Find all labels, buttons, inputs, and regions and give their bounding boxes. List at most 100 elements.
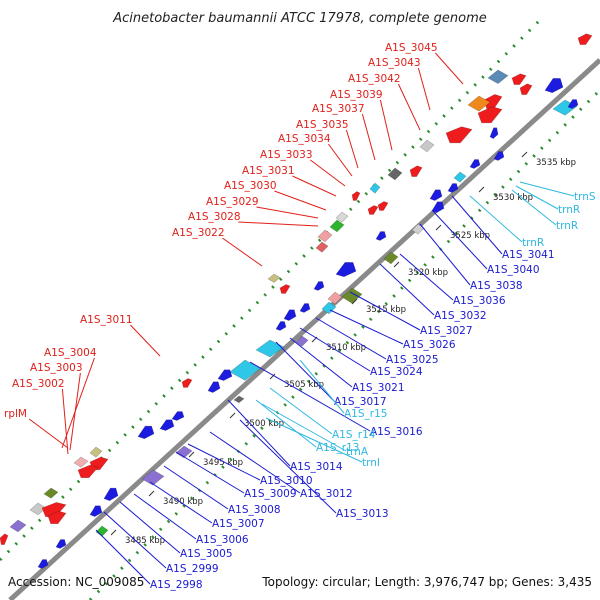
reverse-gene-arrow (137, 425, 155, 440)
reverse-gene-label: A1S_3006 (196, 534, 249, 546)
rna-label-leader (269, 387, 333, 435)
tick-label: 3490 kbp (163, 497, 203, 507)
reverse-gene-label: A1S_3027 (420, 325, 473, 337)
forward-gene-arrow (367, 205, 379, 215)
forward-label-leader (292, 175, 337, 197)
reverse-gene-label: A1S_2999 (166, 563, 219, 575)
reverse-gene-label: A1S_3040 (487, 264, 540, 276)
tick-label: 3485 kbp (125, 536, 165, 546)
reverse-gene-arrow (217, 369, 233, 381)
tick-marks: 3485 kbp 3490 kbp 3495 kbp 3500 kbp 3505 kbp… (110, 151, 576, 546)
rna-gene-label: trnR (556, 220, 578, 232)
forward-gene-arrow (445, 126, 473, 144)
forward-label-leader (222, 237, 263, 267)
forward-label-leader (435, 52, 464, 85)
forward-label-leader (61, 388, 69, 455)
forward-gene-label: A1S_3002 (12, 378, 65, 390)
reverse-label-leader (349, 291, 421, 331)
reverse-gene-box (327, 291, 343, 305)
forward-gene-arrow (47, 510, 67, 525)
forward-gene-box (467, 95, 491, 112)
rna-gene-labels: trnStrnRtrnRtrnRA1S_r15A1S_r14A1S_r13trn… (255, 181, 596, 469)
reverse-gene-label: A1S_3009 (244, 488, 297, 500)
tick-mark (435, 224, 442, 231)
tick-mark (229, 412, 236, 419)
tick-mark (148, 490, 155, 497)
reverse-label-leader (379, 263, 435, 316)
reverse-label-leader (329, 309, 404, 345)
reverse-gene-arrow (171, 411, 185, 421)
forward-gene-arrow (577, 33, 593, 45)
forward-label-leader (28, 418, 69, 449)
forward-label-leader (397, 83, 421, 131)
reverse-label-leader (419, 223, 471, 286)
forward-gene-label: A1S_3037 (312, 103, 365, 115)
genome-backbone (8, 58, 600, 600)
tick-label: 3535 kbp (536, 158, 576, 168)
tick-mark (269, 373, 276, 380)
forward-label-leader (274, 190, 327, 211)
forward-label-leader (345, 129, 359, 169)
forward-gene-arrow (279, 284, 291, 294)
forward-gene-arrow (519, 83, 533, 95)
rna-label-leader (469, 195, 523, 243)
reverse-gene-arrow (375, 231, 387, 241)
forward-gene-box (387, 167, 403, 181)
forward-label-leader (310, 159, 346, 187)
forward-gene-label: A1S_3042 (348, 73, 401, 85)
tick-label: 3500 kbp (244, 419, 284, 429)
forward-gene-box (329, 219, 345, 233)
rna-label-leader (265, 417, 363, 463)
reverse-gene-labels: A1S_3041 A1S_3040 A1S_3038 A1S_3036 A1S_3032… (95, 195, 555, 591)
reverse-gene-box (321, 301, 337, 315)
forward-gene-box (73, 456, 89, 468)
reverse-gene-arrow (447, 183, 459, 193)
tick-mark (188, 451, 195, 458)
reverse-gene-arrow (544, 78, 564, 94)
reverse-gene-box (453, 171, 467, 183)
reverse-gene-arrow (103, 487, 119, 502)
forward-gene-box (369, 182, 381, 194)
reverse-gene-arrow (55, 539, 67, 549)
reverse-gene-arrow (313, 281, 325, 291)
gene-features (0, 33, 593, 569)
reverse-gene-label: A1S_3010 (260, 475, 313, 487)
forward-gene-label: A1S_3011 (80, 314, 133, 326)
reverse-gene-arrow (429, 189, 443, 201)
forward-gene-box (419, 139, 435, 153)
reverse-gene-label: A1S_3008 (228, 504, 281, 516)
forward-gene-label: A1S_3031 (242, 165, 295, 177)
reverse-gene-label: A1S_3036 (453, 295, 506, 307)
reverse-label-leader (275, 341, 335, 402)
rna-label-leader (299, 359, 345, 414)
rna-label-leader (511, 189, 557, 226)
reverse-gene-label: A1S_3014 (290, 461, 343, 473)
forward-gene-box (267, 273, 281, 283)
rna-gene-label: trnI (362, 457, 380, 469)
rna-label-leader (519, 181, 575, 197)
forward-gene-label: A1S_3028 (188, 211, 241, 223)
rna-label-leader (255, 399, 317, 448)
reverse-gene-arrow (469, 159, 481, 169)
reverse-gene-label: A1S_3013 (336, 508, 389, 520)
forward-gene-label: A1S_3030 (224, 180, 277, 192)
reverse-label-leader (175, 451, 245, 494)
reverse-gene-arrow (283, 309, 297, 321)
reverse-gene-label: A1S_3012 (300, 488, 353, 500)
reverse-label-leader (451, 195, 503, 255)
forward-label-leader (256, 206, 319, 219)
forward-gene-label: A1S_3004 (44, 347, 97, 359)
tick-label: 3510 kbp (326, 343, 366, 353)
tick-label: 3505 kbp (284, 380, 324, 390)
reverse-gene-box (255, 339, 285, 358)
forward-label-leader (69, 372, 81, 451)
tick-mark (521, 151, 528, 158)
rna-gene-label: A1S_r13 (316, 442, 359, 454)
reverse-gene-label: A1S_3017 (334, 396, 387, 408)
reverse-label-leader (239, 419, 337, 514)
forward-label-leader (417, 67, 431, 111)
forward-label-leader (130, 324, 161, 357)
reverse-gene-arrow (275, 321, 287, 331)
rna-gene-label: trnR (558, 204, 580, 216)
